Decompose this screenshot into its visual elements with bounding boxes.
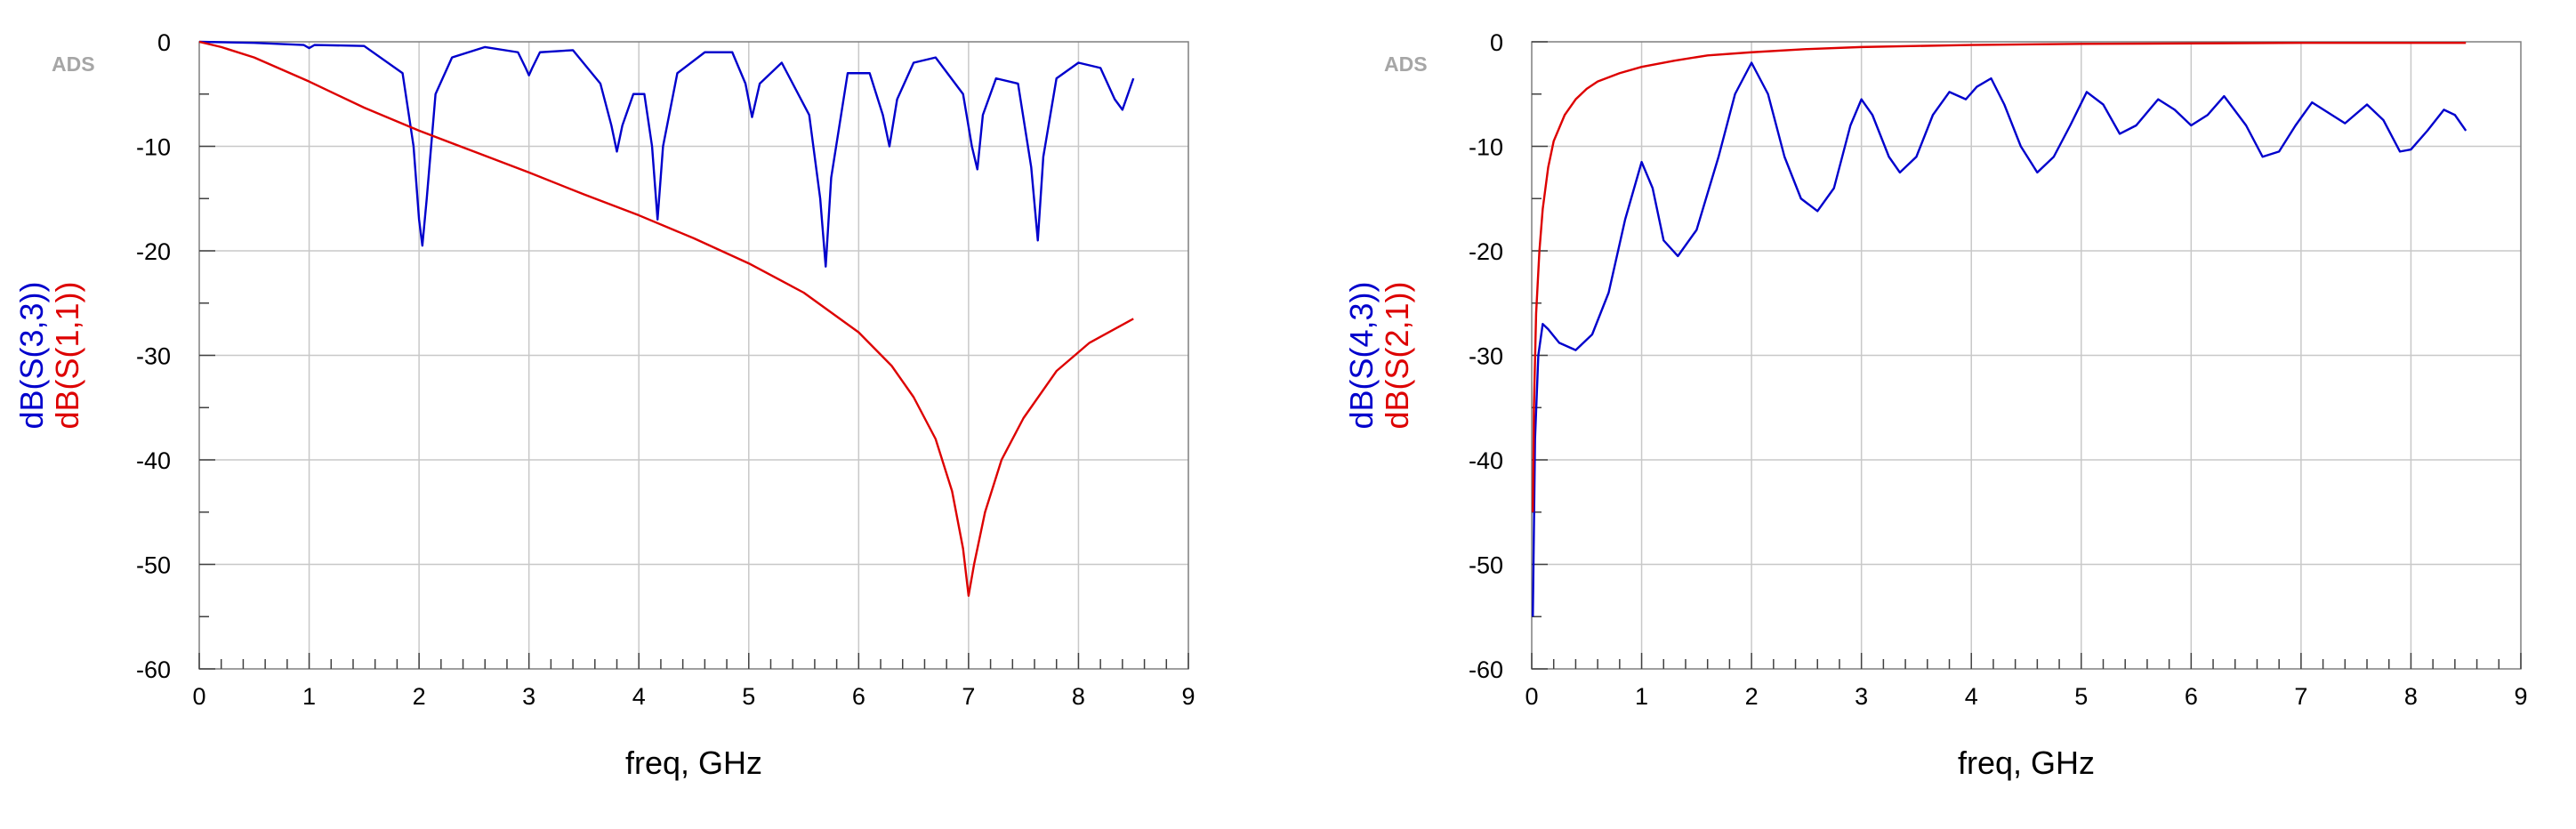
y-tick-label: -20 (136, 238, 171, 265)
y-tick-label: -30 (1469, 343, 1503, 370)
x-axis-title: freq, GHz (1958, 744, 2095, 781)
y-tick-label: -40 (136, 447, 171, 474)
x-tick-label: 8 (1072, 683, 1085, 710)
x-tick-label: 0 (192, 683, 205, 710)
y-tick-label: -60 (1469, 656, 1503, 683)
x-tick-label: 2 (413, 683, 426, 710)
x-tick-label: 1 (1635, 683, 1648, 710)
x-tick-label: 7 (2294, 683, 2307, 710)
series-line-1 (198, 40, 1135, 268)
y-axis-title-1: dB(S(4,3)) (1343, 281, 1380, 429)
y-tick-label: -30 (136, 343, 171, 370)
x-tick-label: 7 (962, 683, 975, 710)
x-tick-label: 6 (2185, 683, 2198, 710)
y-axis-title-2: dB(S(1,1)) (49, 281, 85, 429)
x-tick-label: 3 (1855, 683, 1868, 710)
y-axis-title-2: dB(S(2,1)) (1379, 281, 1415, 429)
y-tick-label: 0 (157, 29, 171, 56)
x-tick-label: 9 (2514, 683, 2527, 710)
x-tick-label: 1 (302, 683, 316, 710)
chart-2: 0 1 2 3 4 5 6 7 8 9 0 -10 -20 -30 -40 -50 -60 freq, GHz AD… (1343, 29, 2528, 781)
x-axis-title: freq, GHz (625, 744, 762, 781)
x-tick-label: 4 (1965, 683, 1978, 710)
y-tick-label: -10 (1469, 134, 1503, 161)
y-tick-label: -60 (136, 656, 171, 683)
y-tick-label: -50 (1469, 552, 1503, 579)
x-tick-label: 8 (2404, 683, 2418, 710)
y-tick-label: -40 (1469, 447, 1503, 474)
grid-lines (199, 42, 1188, 669)
x-tick-label: 2 (1745, 683, 1759, 710)
y-axis-title-1: dB(S(3,3)) (13, 281, 50, 429)
chart-1: 0 1 2 3 4 5 6 7 8 9 0 -10 -20 -30 -40 -50 -60 freq, GHz AD… (13, 29, 1195, 781)
y-tick-label: -10 (136, 134, 171, 161)
y-tick-label: 0 (1490, 29, 1503, 56)
minor-ticks (198, 41, 1189, 670)
y-tick-label: -50 (136, 552, 171, 579)
grid-lines (1532, 42, 2521, 669)
x-tick-label: 4 (632, 683, 646, 710)
x-tick-label: 9 (1181, 683, 1195, 710)
x-tick-label: 0 (1525, 683, 1538, 710)
ads-watermark: ADS (52, 52, 95, 76)
series-line-2 (198, 40, 1134, 597)
series-line-1 (1532, 61, 2467, 617)
x-tick-label: 5 (2074, 683, 2088, 710)
x-tick-label: 6 (852, 683, 865, 710)
x-tick-label: 3 (522, 683, 535, 710)
ads-watermark: ADS (1384, 52, 1428, 76)
series-line-2 (1532, 41, 2467, 512)
x-tick-label: 5 (742, 683, 755, 710)
y-tick-label: -20 (1469, 238, 1503, 265)
